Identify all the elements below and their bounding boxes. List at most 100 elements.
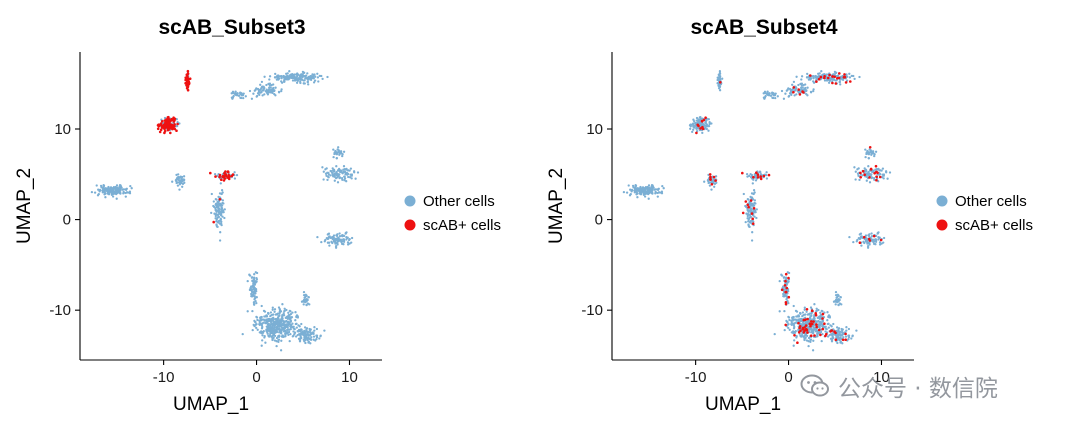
point-other	[816, 320, 819, 323]
point-other	[707, 124, 711, 128]
point-other	[794, 89, 797, 92]
point-other	[260, 344, 263, 347]
point-other	[865, 239, 868, 242]
point-other	[784, 281, 787, 285]
point-other	[246, 310, 249, 313]
point-other	[254, 300, 257, 303]
point-other	[348, 242, 351, 245]
point-other	[239, 91, 242, 94]
point-other	[850, 337, 853, 340]
point-scab-positive	[797, 321, 800, 325]
point-other	[824, 327, 827, 330]
point-other	[334, 244, 338, 248]
point-other	[778, 279, 781, 283]
point-scab-positive	[163, 126, 166, 130]
point-other	[786, 281, 789, 284]
point-other	[836, 341, 839, 345]
point-other	[803, 337, 806, 340]
point-other	[803, 308, 806, 311]
point-other	[823, 73, 826, 76]
point-other	[864, 169, 868, 172]
point-other	[174, 179, 178, 182]
point-other	[306, 72, 309, 75]
point-other	[335, 151, 338, 155]
point-other	[840, 331, 844, 334]
point-other	[882, 177, 885, 180]
point-scab-positive	[826, 76, 830, 80]
point-scab-positive	[797, 88, 800, 91]
point-other	[214, 217, 217, 220]
point-other	[792, 80, 796, 84]
point-other	[812, 339, 815, 342]
x-tick-label: -10	[153, 369, 175, 386]
point-other	[803, 322, 806, 326]
point-other	[223, 208, 226, 211]
point-other	[273, 320, 276, 324]
point-other	[302, 338, 305, 341]
point-other	[260, 90, 263, 93]
point-other	[794, 318, 798, 321]
point-scab-positive	[744, 200, 748, 203]
point-scab-positive	[212, 220, 215, 224]
point-other	[313, 73, 316, 76]
point-scab-positive	[843, 73, 846, 76]
point-other	[182, 178, 186, 181]
point-other	[287, 311, 290, 314]
point-scab-positive	[701, 125, 704, 129]
point-other	[852, 240, 855, 244]
point-other	[641, 186, 645, 189]
point-other	[326, 241, 330, 244]
point-other	[304, 332, 307, 335]
point-scab-positive	[168, 119, 172, 123]
point-other	[693, 120, 696, 123]
point-other	[264, 341, 267, 344]
point-other	[334, 246, 338, 249]
point-other	[835, 326, 839, 329]
point-other	[817, 72, 820, 75]
point-other	[327, 176, 330, 179]
point-other	[838, 298, 841, 302]
point-scab-positive	[812, 320, 815, 323]
point-scab-positive	[186, 86, 189, 89]
point-other	[349, 167, 353, 170]
legend-marker	[404, 219, 416, 231]
point-other	[694, 124, 697, 128]
point-other	[349, 173, 352, 176]
point-other	[95, 184, 98, 187]
point-other	[785, 283, 789, 286]
point-scab-positive	[741, 211, 745, 215]
point-other	[697, 121, 701, 124]
point-other	[838, 302, 842, 305]
point-other	[175, 118, 178, 121]
point-scab-positive	[160, 124, 163, 127]
point-other	[661, 184, 664, 188]
point-other	[812, 317, 815, 321]
x-axis-label: UMAP_1	[705, 394, 781, 415]
point-other	[219, 218, 223, 221]
point-other	[258, 319, 261, 322]
point-other	[305, 303, 308, 307]
point-scab-positive	[799, 329, 802, 333]
point-other	[270, 84, 273, 87]
point-other	[234, 90, 237, 93]
point-other	[321, 166, 324, 169]
point-other	[798, 90, 801, 93]
point-other	[261, 339, 264, 342]
point-other	[288, 328, 291, 331]
point-other	[845, 73, 848, 76]
point-other	[291, 79, 295, 82]
point-other	[181, 185, 184, 188]
point-other	[851, 334, 854, 337]
point-other	[812, 77, 815, 80]
point-other	[119, 192, 122, 195]
point-other	[248, 274, 252, 277]
point-scab-positive	[823, 75, 826, 78]
point-other	[244, 95, 247, 98]
point-other	[252, 92, 255, 95]
point-other	[284, 325, 287, 329]
point-other	[321, 77, 324, 81]
point-other	[856, 238, 859, 242]
point-other	[233, 171, 236, 174]
point-other	[308, 334, 311, 337]
point-other	[713, 182, 717, 186]
